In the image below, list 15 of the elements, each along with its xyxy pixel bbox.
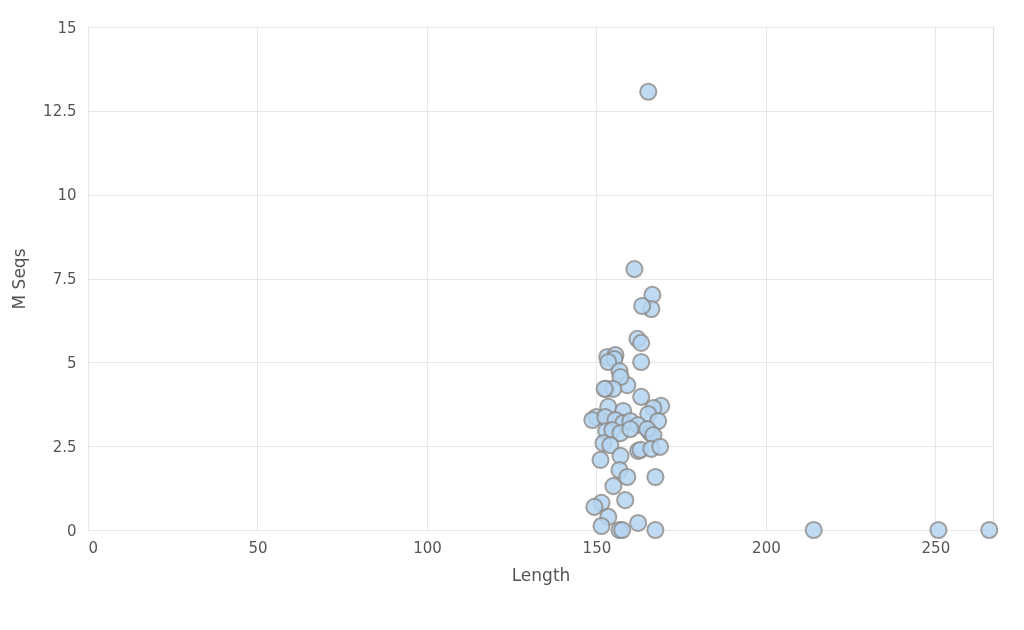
y-tick-label: 7.5 [52, 270, 77, 288]
x-tick-label: 150 [582, 538, 612, 557]
x-tick-label: 0 [88, 538, 99, 557]
y-tick-label: 2.5 [52, 437, 77, 456]
y-tick-label: 12.5 [43, 102, 77, 121]
x-tick-label: 100 [413, 538, 442, 557]
x-tick-label: 200 [752, 538, 781, 557]
y-tick-label: 10 [57, 186, 77, 205]
x-tick-label: 50 [248, 538, 268, 557]
x-tick-label: 250 [921, 538, 951, 557]
y-tick-label: 15 [57, 18, 77, 37]
x-axis-title: Length [511, 564, 571, 585]
y-tick-label: 5 [66, 353, 77, 372]
y-tick-label: 0 [66, 521, 77, 540]
y-axis-title: M Seqs [9, 248, 30, 310]
